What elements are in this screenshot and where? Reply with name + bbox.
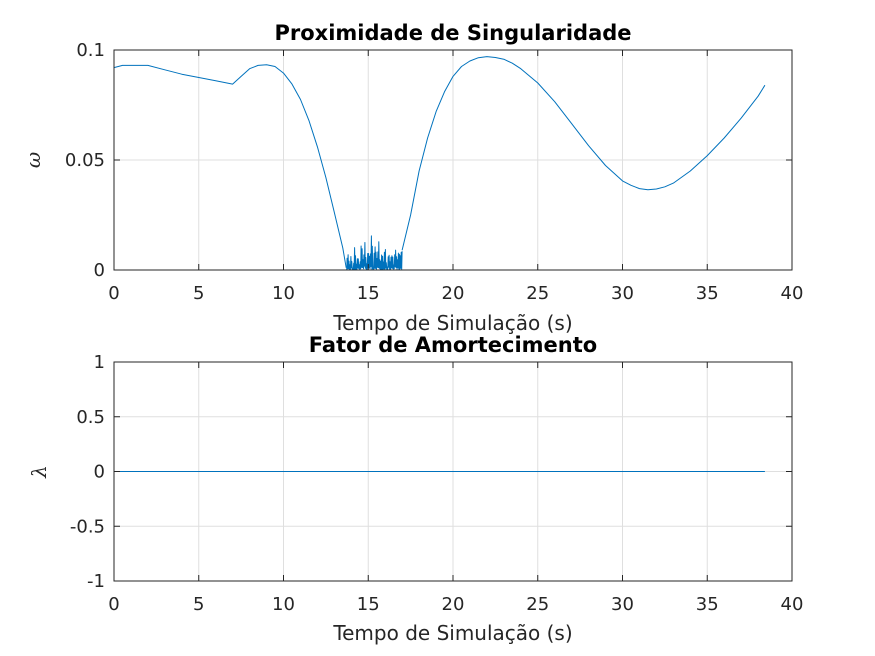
x-tick-label: 25 [526,594,549,615]
data-line [113,64,347,268]
y-axis-label: ω [21,152,45,168]
y-tick-label: 1 [94,352,105,373]
x-tick-label: 5 [193,594,204,615]
y-tick-label: 0 [94,260,105,281]
x-tick-label: 20 [442,594,465,615]
y-axis-label: λ [27,465,51,479]
x-tick-label: 20 [442,283,465,304]
data-line [345,235,403,271]
x-axis-label: Tempo de Simulação (s) [332,311,572,335]
x-tick-label: 15 [357,283,380,304]
x-tick-label: 15 [357,594,380,615]
x-tick-label: 0 [108,594,119,615]
data-line [401,56,766,251]
x-tick-label: 40 [781,283,804,304]
x-tick-label: 40 [781,594,804,615]
y-tick-label: 0.1 [76,40,105,61]
x-tick-label: 10 [272,283,295,304]
y-tick-label: 0.5 [76,407,105,428]
axes-amortecimento: 0 5 10 15 20 25 30 35 40 -1 -0.5 0 0.5 1 Fator de Amor… [27,333,803,645]
chart-title: Fator de Amortecimento [309,333,597,357]
y-tick-label: 0 [94,462,105,483]
y-tick-label: 0.05 [65,150,105,171]
x-tick-label: 35 [696,283,719,304]
x-tick-label: 5 [193,283,204,304]
x-tick-label: 25 [526,283,549,304]
x-axis-label: Tempo de Simulação (s) [332,621,572,645]
axes-proximidade: 0 5 10 15 20 25 30 35 40 0 0.05 0.1 Proximidade de S… [21,21,803,335]
x-tick-label: 35 [696,594,719,615]
x-tick-label: 0 [108,283,119,304]
x-tick-label: 10 [272,594,295,615]
y-tick-label: -1 [87,571,105,592]
x-tick-label: 30 [611,283,634,304]
chart-title: Proximidade de Singularidade [274,21,631,45]
x-tick-label: 30 [611,594,634,615]
y-tick-label: -0.5 [70,516,105,537]
